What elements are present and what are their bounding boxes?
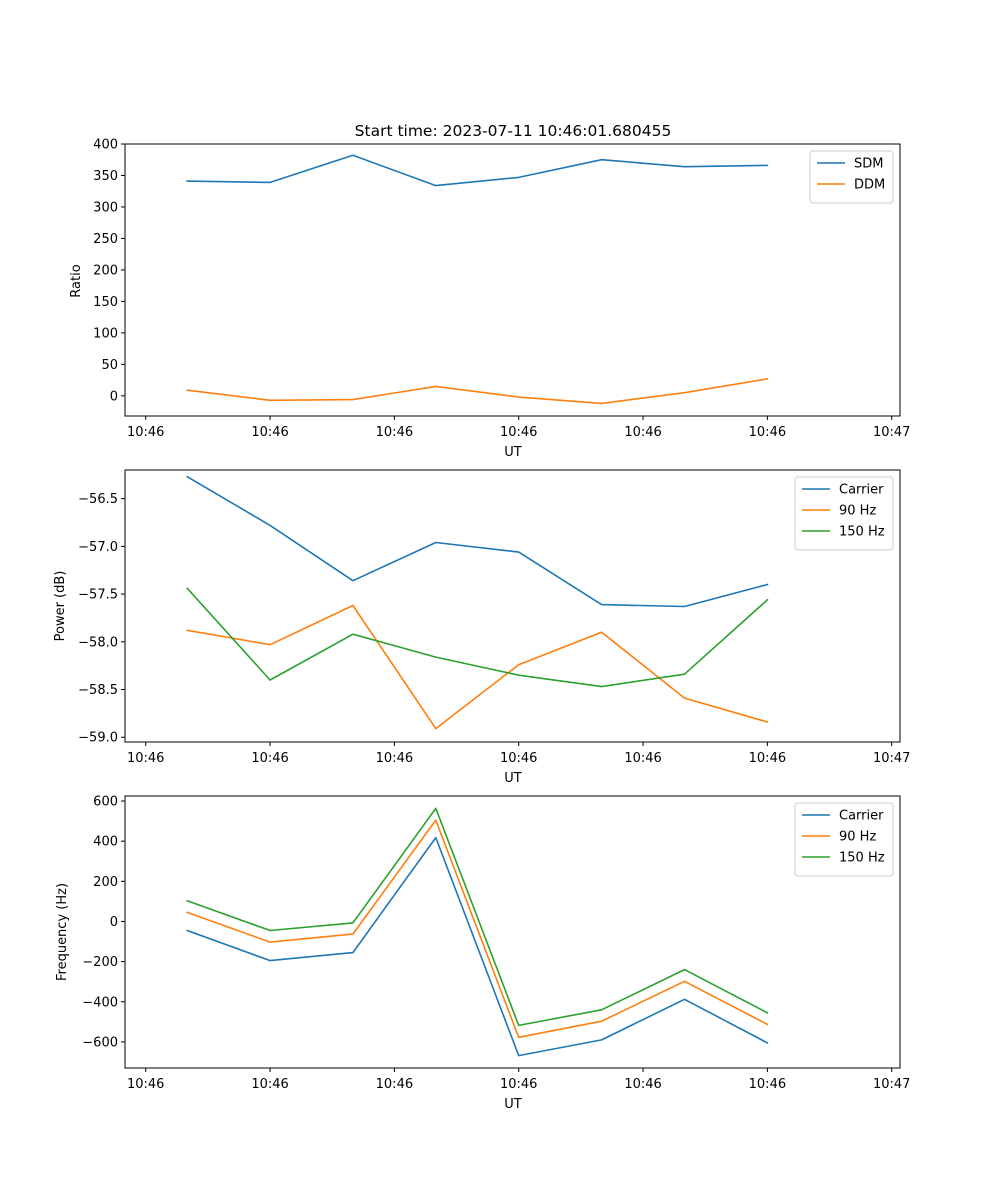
series-line-90-hz <box>186 604 769 730</box>
y-tick-label: −59.0 <box>78 731 118 746</box>
x-tick-label: 10:46 <box>376 425 413 440</box>
y-tick-label: 250 <box>93 232 118 247</box>
x-tick-label: 10:46 <box>251 425 288 440</box>
legend: SDM DDM <box>809 150 894 204</box>
y-tick-label: 50 <box>101 358 118 373</box>
y-tick-label: 150 <box>93 295 118 310</box>
plot-frame <box>124 469 901 743</box>
x-tick-label: 10:47 <box>873 425 910 440</box>
series-line-150-hz <box>186 807 769 1027</box>
x-tick-label: 10:46 <box>500 425 537 440</box>
y-tick-label: −57.0 <box>78 540 118 555</box>
frequency-chart: UT Frequency (Hz) 10:46 10:46 10:46 10:46 10… <box>55 795 910 1112</box>
ratio-chart: Start time: 2023-07-11 10:46:01.680455 U… <box>69 122 910 460</box>
x-tick-label: 10:46 <box>251 751 288 766</box>
series-line-carrier <box>186 836 769 1057</box>
x-tick-label: 10:46 <box>749 1077 786 1092</box>
y-tick-label: −57.5 <box>78 588 118 603</box>
y-axis-label: Power (dB) <box>53 571 68 642</box>
y-tick-label: −200 <box>82 955 118 970</box>
x-tick-label: 10:46 <box>251 1077 288 1092</box>
legend-label: 150 Hz <box>839 525 885 540</box>
y-tick-label: 600 <box>93 795 118 810</box>
x-tick-label: 10:46 <box>500 751 537 766</box>
x-axis-label: UT <box>504 1097 522 1112</box>
legend-label: Carrier <box>839 809 884 824</box>
series-line-150-hz <box>186 587 769 688</box>
y-tick-label: 100 <box>93 326 118 341</box>
x-tick-label: 10:46 <box>749 751 786 766</box>
x-axis-label: UT <box>504 771 522 786</box>
legend: Carrier 90 Hz 150 Hz <box>794 476 894 551</box>
y-axis-label: Frequency (Hz) <box>55 883 70 981</box>
plot-frame <box>124 795 901 1069</box>
x-tick-label: 10:47 <box>873 751 910 766</box>
series-line-sdm <box>186 154 769 187</box>
y-tick-label: 350 <box>93 169 118 184</box>
series-line-ddm <box>186 377 769 405</box>
legend-label: Carrier <box>839 483 884 498</box>
legend-label: 90 Hz <box>839 830 876 845</box>
y-tick-label: 0 <box>110 915 118 930</box>
y-tick-label: 200 <box>93 263 118 278</box>
series-line-90-hz <box>186 819 769 1039</box>
legend-box <box>809 150 894 204</box>
y-tick-label: −600 <box>82 1035 118 1050</box>
x-tick-label: 10:46 <box>127 1077 164 1092</box>
x-tick-label: 10:46 <box>376 1077 413 1092</box>
x-tick-label: 10:46 <box>127 425 164 440</box>
x-tick-label: 10:47 <box>873 1077 910 1092</box>
x-tick-label: 10:46 <box>749 425 786 440</box>
y-axis-label: Ratio <box>69 264 84 297</box>
legend-label: 150 Hz <box>839 851 885 866</box>
x-tick-label: 10:46 <box>624 425 661 440</box>
legend-label: 90 Hz <box>839 504 876 519</box>
y-tick-label: 400 <box>93 835 118 850</box>
series-line-carrier <box>186 475 769 608</box>
y-tick-label: −58.5 <box>78 683 118 698</box>
y-tick-label: −400 <box>82 995 118 1010</box>
plot-frame <box>124 143 901 417</box>
y-tick-label: 300 <box>93 200 118 215</box>
y-tick-label: 200 <box>93 875 118 890</box>
x-tick-label: 10:46 <box>500 1077 537 1092</box>
legend-label: SDM <box>854 157 883 172</box>
x-tick-label: 10:46 <box>376 751 413 766</box>
legend: Carrier 90 Hz 150 Hz <box>794 802 894 877</box>
y-tick-label: −58.0 <box>78 635 118 650</box>
legend-label: DDM <box>854 178 885 193</box>
x-tick-label: 10:46 <box>624 1077 661 1092</box>
chart-title: Start time: 2023-07-11 10:46:01.680455 <box>355 122 672 140</box>
x-axis-label: UT <box>504 445 522 460</box>
power-chart: UT Power (dB) 10:46 10:46 10:46 10:46 10:46 1… <box>53 469 910 786</box>
y-tick-label: 0 <box>110 389 118 404</box>
x-tick-label: 10:46 <box>127 751 164 766</box>
y-tick-label: 400 <box>93 138 118 153</box>
y-tick-label: −56.5 <box>78 492 118 507</box>
x-tick-label: 10:46 <box>624 751 661 766</box>
